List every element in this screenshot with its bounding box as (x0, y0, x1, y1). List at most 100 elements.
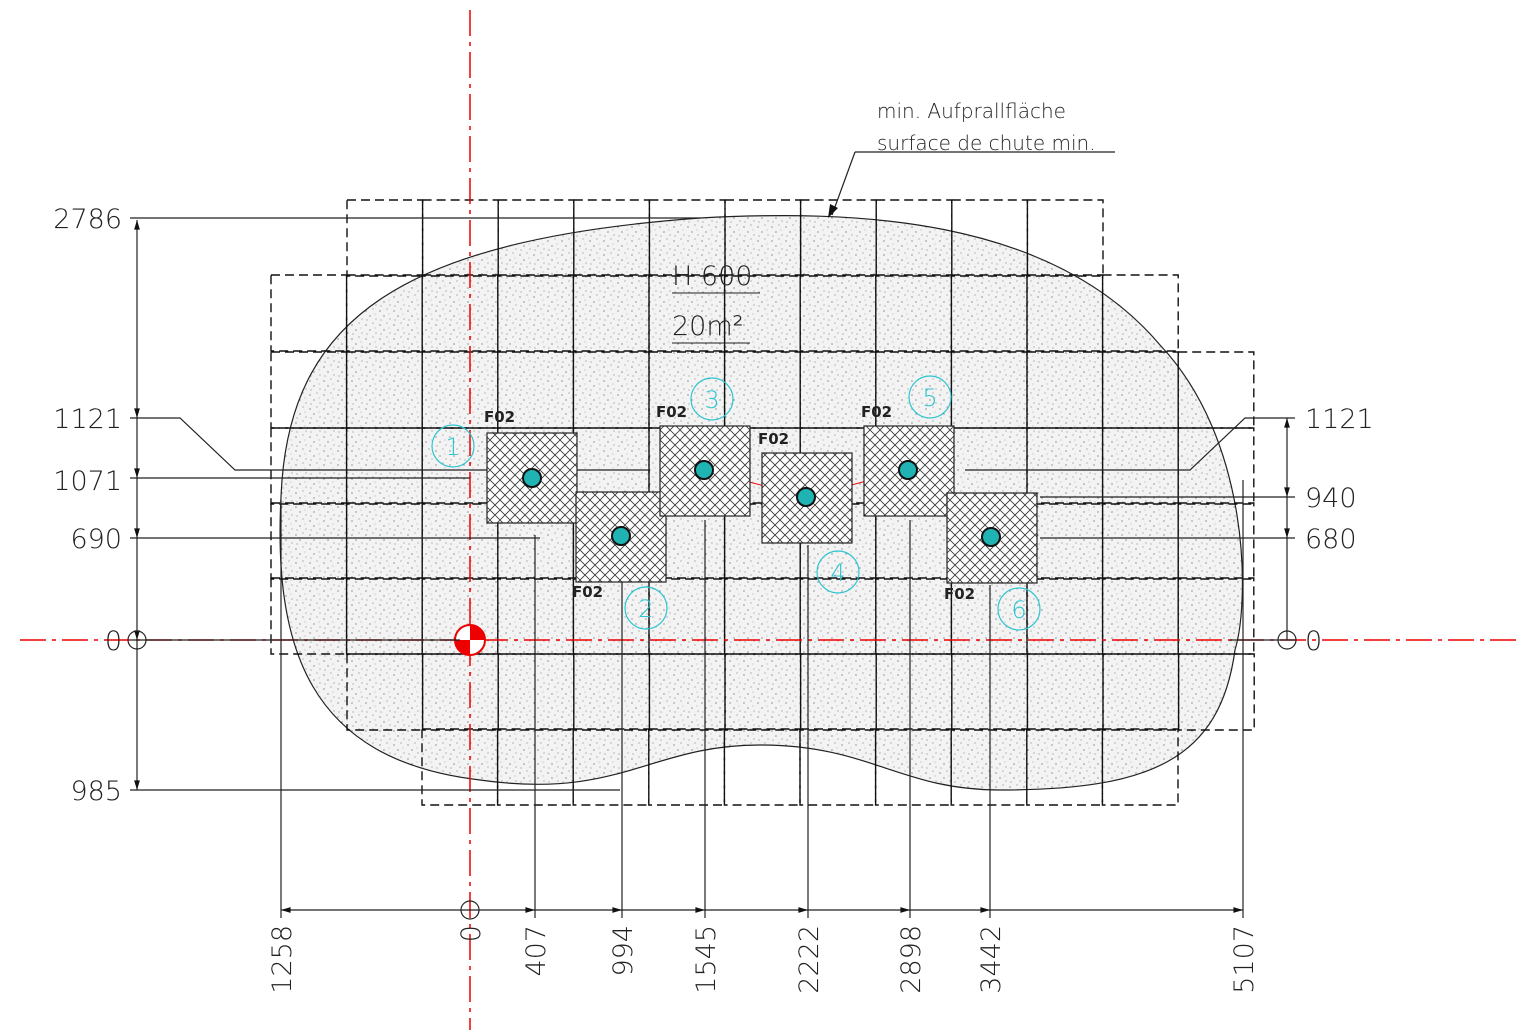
bottom-dimension: 1545 (691, 925, 722, 994)
number-ring (816, 550, 860, 594)
number-ring (431, 424, 475, 468)
tile (1177, 653, 1255, 731)
tile (497, 199, 575, 277)
tile (1101, 502, 1179, 580)
tile (1026, 351, 1104, 429)
tile (345, 427, 423, 505)
foundation-type: F02 (758, 430, 789, 448)
tile (875, 653, 953, 731)
post (611, 526, 631, 546)
bottom-dimension: 0 (456, 925, 487, 942)
element-number: 1 (445, 433, 460, 461)
foundation-type: F02 (944, 585, 975, 603)
tile (1177, 577, 1255, 655)
tile (497, 653, 575, 731)
tile (1101, 274, 1179, 352)
tile (270, 274, 348, 352)
post (981, 527, 1001, 547)
tile (875, 577, 953, 655)
tile (572, 274, 650, 352)
bottom-dimension: 407 (521, 925, 552, 977)
right-dimension: 940 (1305, 483, 1357, 514)
tile (421, 199, 499, 277)
tile (1177, 427, 1255, 505)
tile (1177, 502, 1255, 580)
tile (421, 728, 499, 806)
element-number: 2 (638, 595, 653, 623)
bottom-dimension: 5107 (1229, 925, 1260, 994)
tile (421, 577, 499, 655)
tile (572, 351, 650, 429)
left-dimension: 1121 (53, 404, 122, 435)
left-dimension: 2786 (53, 204, 122, 235)
tile (421, 653, 499, 731)
tile (497, 274, 575, 352)
tile (270, 577, 348, 655)
tile (1026, 199, 1104, 277)
element-number: 6 (1011, 596, 1026, 624)
post (898, 460, 918, 480)
tile (799, 351, 877, 429)
number-ring (908, 375, 952, 419)
element-number: 4 (830, 559, 845, 587)
tile (799, 502, 877, 580)
tile (1026, 502, 1104, 580)
foundation-type: F02 (861, 403, 892, 421)
tile (648, 274, 726, 352)
right-dimension: 680 (1305, 524, 1357, 555)
tile (497, 351, 575, 429)
post (796, 487, 816, 507)
tile (1177, 351, 1255, 429)
tile (346, 653, 424, 731)
tile (950, 351, 1028, 429)
tile (270, 351, 348, 429)
bottom-dimension: 2222 (794, 925, 825, 994)
tile (1026, 728, 1104, 806)
element-number: 3 (704, 386, 719, 414)
number-ring (624, 586, 668, 630)
left-dimension: 985 (70, 776, 122, 807)
tile (1101, 577, 1179, 655)
bottom-dimension: 994 (608, 925, 639, 977)
right-dimension: 1121 (1305, 404, 1374, 435)
left-dimension: 1071 (53, 466, 122, 497)
dimension-lines (127, 151, 1297, 920)
tile (572, 577, 650, 655)
tile (1026, 427, 1104, 505)
center-lines (20, 10, 1519, 1030)
tile (648, 577, 726, 655)
tile (950, 274, 1028, 352)
bottom-dimension: 2898 (896, 925, 927, 994)
tile (875, 199, 953, 277)
tile (724, 199, 802, 277)
annotation-de: min. Aufprallfläche (877, 99, 1066, 123)
tile (345, 274, 423, 352)
tile (648, 199, 726, 277)
bottom-dimension: 1258 (267, 925, 298, 994)
tile (421, 502, 499, 580)
tile (799, 728, 877, 806)
tile (875, 274, 953, 352)
tile (345, 577, 423, 655)
tile (1101, 351, 1179, 429)
right-dimension: 0 (1305, 626, 1322, 657)
surface-area: 20m² (672, 311, 743, 342)
foundations: 1 F02 2 F02 3 F02 4 F02 5 F02 6 F02 (431, 375, 1041, 631)
tile (648, 653, 726, 731)
tile (346, 199, 424, 277)
tile (421, 274, 499, 352)
tile (799, 577, 877, 655)
tile (573, 653, 651, 731)
leader-arrow (828, 204, 838, 218)
fall-height: H 600 (672, 261, 752, 292)
tile (950, 728, 1028, 806)
dimension-labels: 2786 1121 1071 690 0 985 1121 940 680 0 1258 0 407 99… (53, 204, 1373, 994)
tile (799, 274, 877, 352)
foundation-type: F02 (656, 403, 687, 421)
tile (345, 502, 423, 580)
center-symbol (454, 624, 486, 656)
element-number: 5 (922, 384, 937, 412)
tile (1102, 653, 1180, 731)
number-ring (997, 587, 1041, 631)
